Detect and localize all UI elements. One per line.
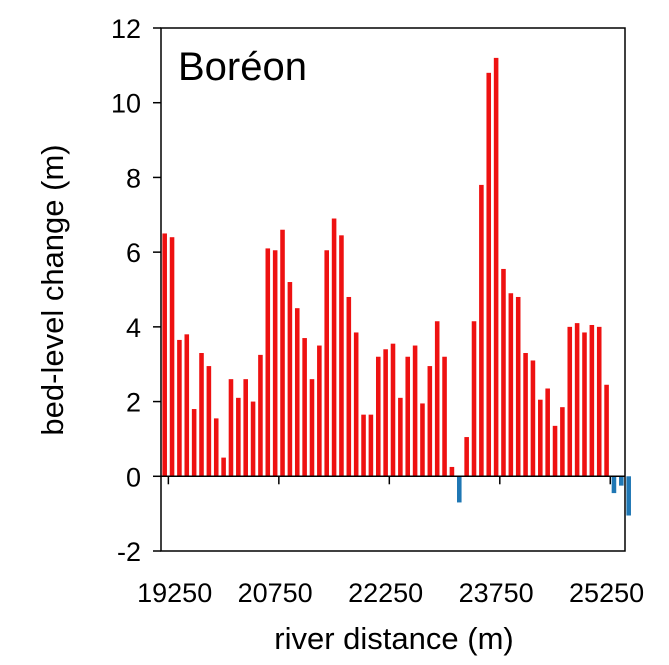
bar	[162, 233, 167, 477]
bar	[383, 349, 388, 477]
y-tick-label: 2	[126, 388, 141, 418]
bar	[574, 323, 580, 477]
bar	[560, 407, 565, 477]
y-axis: -2 0 2 4 6 8 10 12	[111, 14, 161, 567]
bar	[390, 343, 396, 477]
bar	[361, 414, 366, 477]
bar	[589, 324, 595, 477]
bar	[250, 401, 256, 477]
bar	[228, 379, 234, 477]
bar	[442, 356, 447, 477]
bar	[604, 384, 609, 477]
bar	[346, 296, 352, 477]
bar	[545, 388, 550, 477]
bar	[412, 345, 418, 477]
y-tick-label: -2	[117, 537, 141, 567]
bar	[479, 184, 484, 477]
y-tick-label: 8	[126, 163, 141, 193]
bar	[294, 308, 300, 477]
bar	[353, 332, 359, 477]
bar	[375, 356, 381, 477]
bar	[515, 296, 521, 477]
x-axis: 19250 20750 22250 23750 25250	[137, 476, 644, 608]
bar	[420, 403, 425, 477]
bar	[191, 409, 197, 477]
bar	[523, 353, 528, 477]
bar	[302, 338, 307, 477]
x-tick-label: 25250	[569, 578, 644, 608]
y-tick-label: 0	[126, 462, 141, 492]
bar	[398, 397, 403, 477]
bar	[199, 353, 204, 477]
bar	[331, 218, 337, 477]
bar	[243, 379, 248, 477]
bar	[493, 57, 499, 477]
bar	[471, 321, 477, 477]
bar	[213, 418, 219, 477]
bar	[206, 366, 212, 477]
bar	[501, 268, 506, 477]
x-tick-label: 22250	[348, 578, 423, 608]
bar	[427, 366, 433, 477]
bar	[457, 476, 462, 503]
bar	[582, 332, 587, 477]
bar	[611, 476, 617, 494]
bar	[339, 235, 344, 477]
bar	[596, 326, 602, 477]
x-tick-label: 23750	[459, 578, 534, 608]
bar	[265, 248, 271, 477]
plot-frame	[160, 27, 626, 552]
bar	[272, 250, 278, 477]
bar	[405, 356, 411, 477]
bar	[530, 360, 536, 477]
x-tick-label: 19250	[137, 578, 212, 608]
bar	[177, 339, 182, 477]
chart-title: Boréon	[178, 45, 307, 89]
bar	[449, 466, 455, 477]
x-tick-label: 20750	[238, 578, 313, 608]
y-tick-label: 4	[126, 313, 141, 343]
bar	[169, 237, 175, 477]
bar	[287, 282, 293, 477]
bar	[258, 354, 263, 477]
bar	[552, 425, 558, 477]
bar	[324, 250, 329, 477]
bar	[221, 457, 226, 477]
bar	[508, 293, 514, 477]
bar	[538, 399, 543, 477]
y-tick-label: 6	[126, 238, 141, 268]
bar	[368, 414, 374, 477]
bar	[626, 476, 631, 516]
bar	[280, 229, 285, 477]
bar	[236, 397, 241, 477]
y-axis-label: bed-level change (m)	[35, 144, 70, 435]
bar	[317, 345, 322, 477]
bar	[309, 379, 315, 477]
y-tick-label: 12	[111, 14, 141, 44]
bar-series	[162, 57, 631, 516]
bar	[567, 326, 573, 477]
bar	[434, 321, 440, 477]
y-tick-label: 10	[111, 89, 141, 119]
bar	[464, 437, 469, 477]
bar	[486, 72, 492, 477]
bar	[619, 476, 624, 486]
bar	[184, 334, 190, 477]
x-axis-label: river distance (m)	[274, 621, 513, 656]
